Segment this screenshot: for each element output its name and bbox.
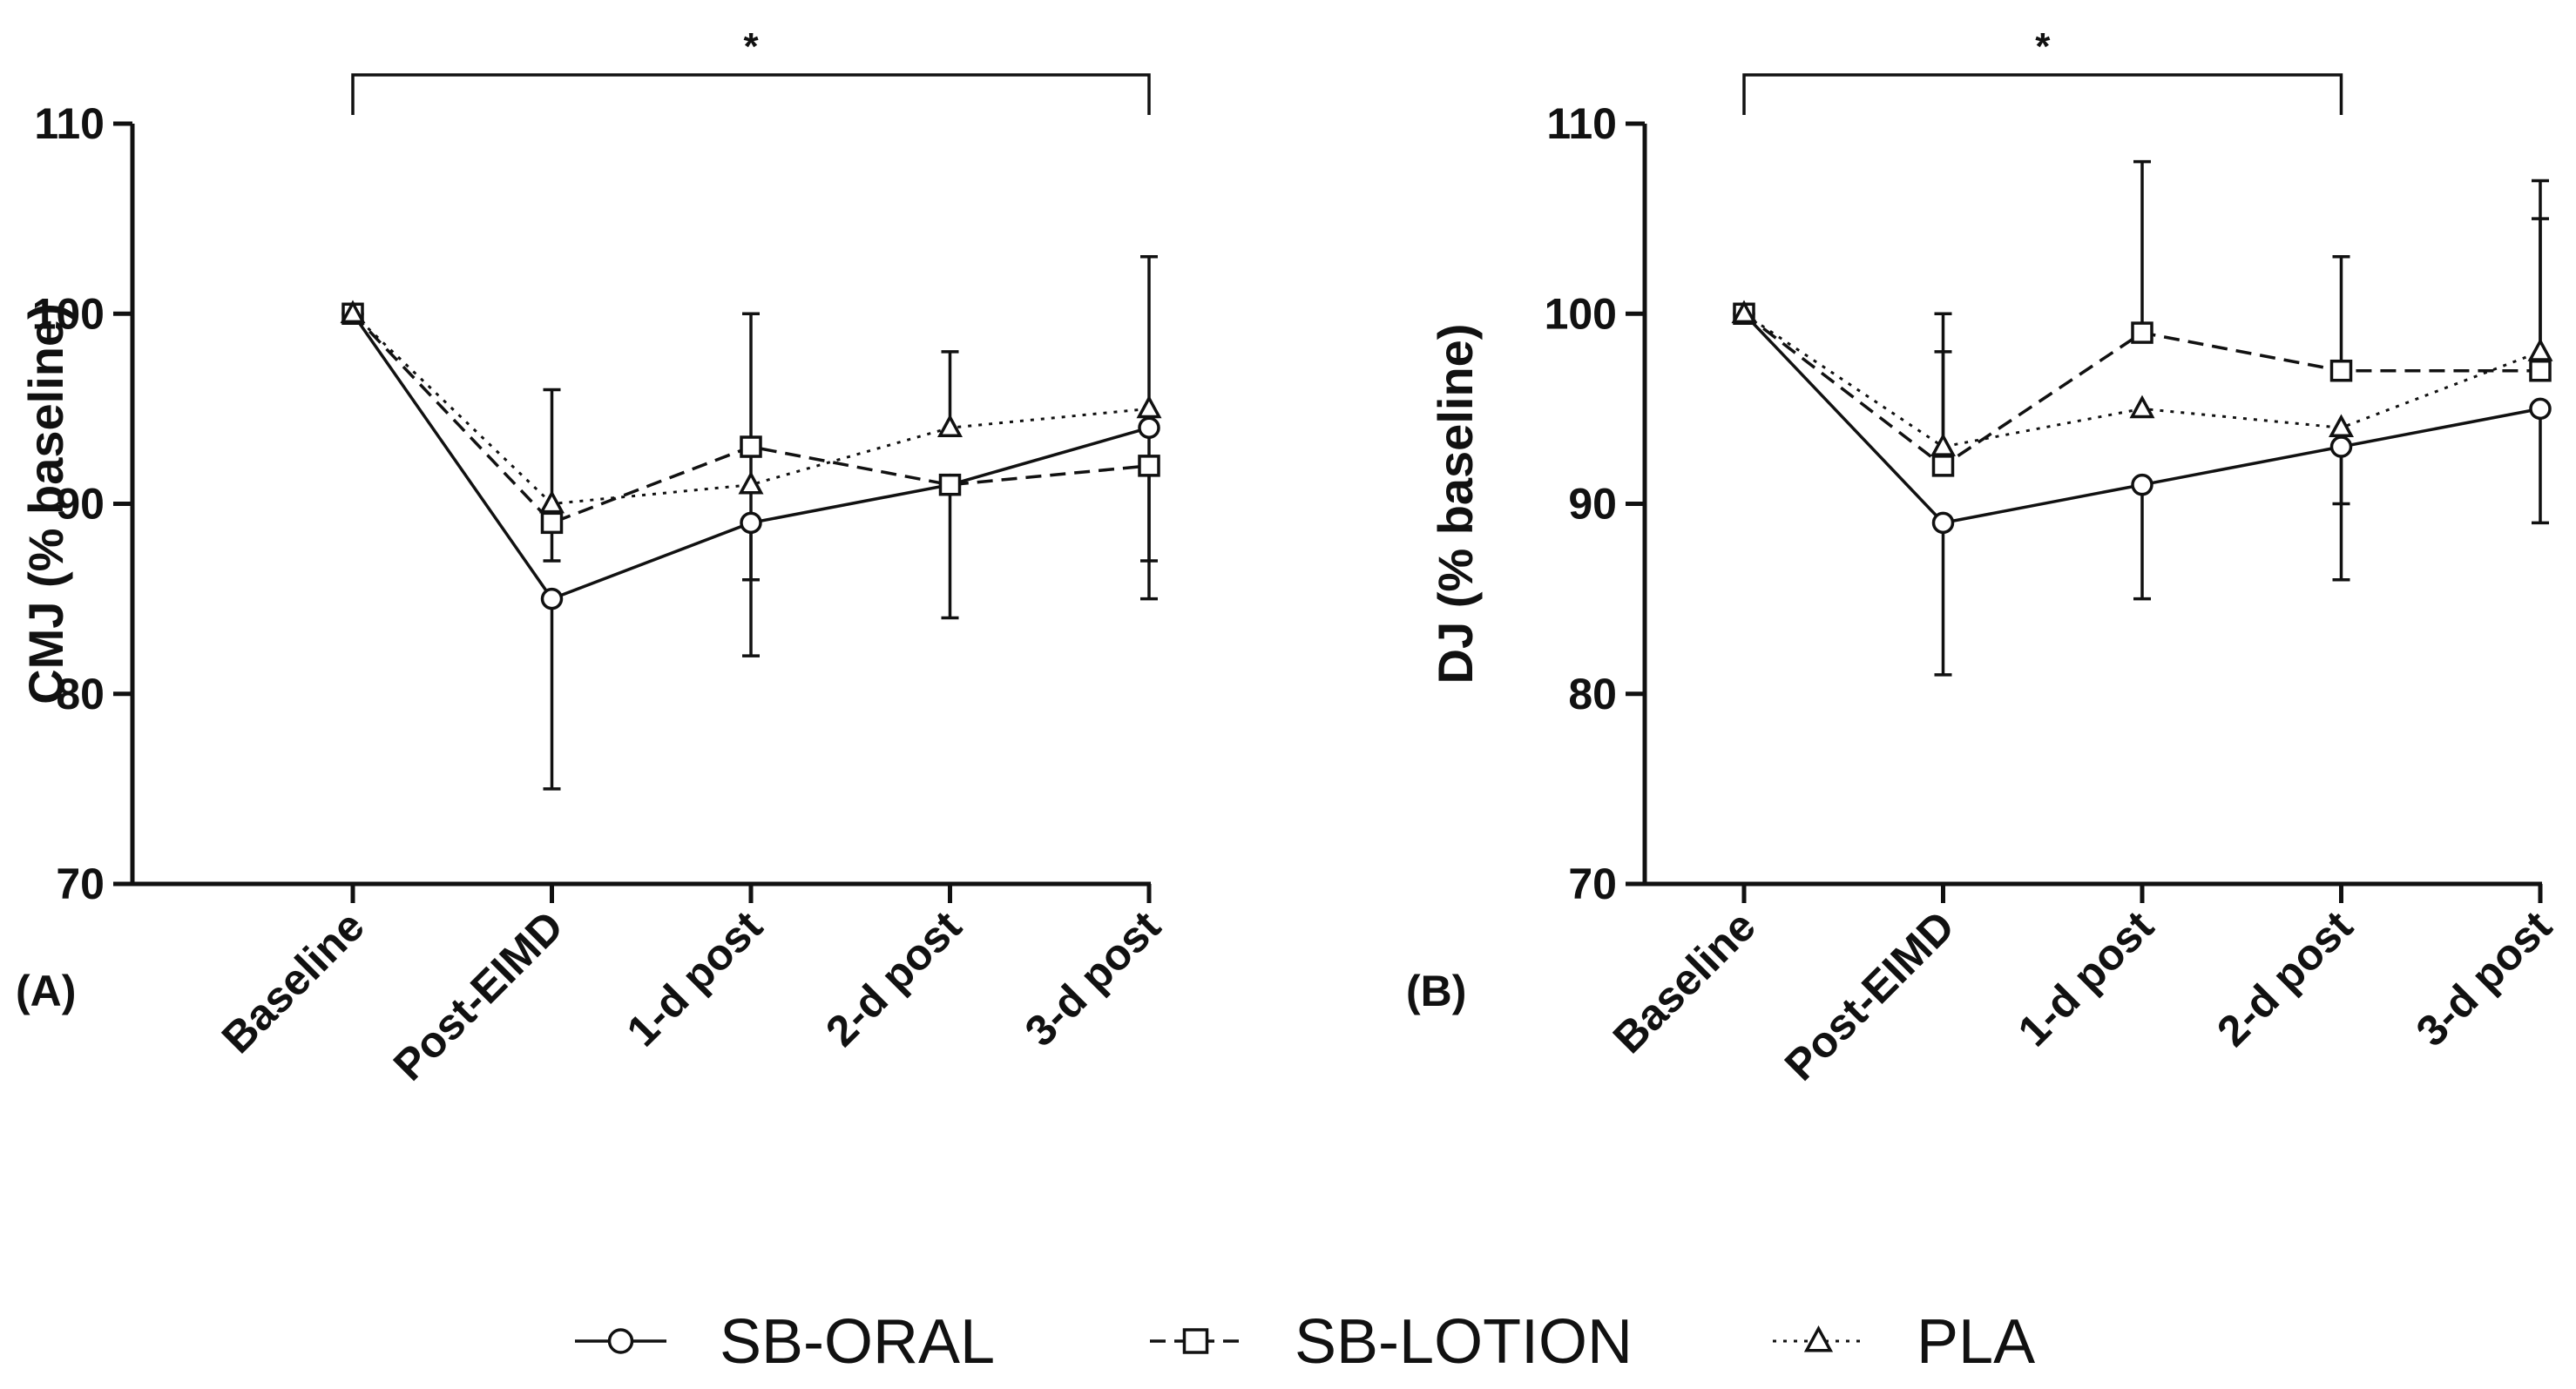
- data-point-sb-lotion: [2329, 359, 2353, 382]
- data-point-sb-lotion: [1138, 455, 1160, 477]
- data-point-pla: [2527, 338, 2553, 361]
- data-point-pla: [738, 470, 764, 495]
- y-tick-label: 90: [1568, 480, 1617, 529]
- data-point-pla: [1136, 394, 1162, 419]
- x-tick-label: 1-d post: [2009, 901, 2163, 1055]
- panel-b: 70 80 90 100 110 Baseline Post-EIMD 1-d post 2-d…: [1406, 25, 2561, 1090]
- data-point-sb-oral: [2329, 435, 2353, 458]
- x-tick-label: Baseline: [213, 901, 374, 1062]
- data-point-sb-oral: [540, 587, 564, 610]
- legend-label: SB-ORAL: [720, 1307, 995, 1377]
- data-point-sb-oral: [740, 511, 762, 535]
- x-tick-label: 1-d post: [618, 901, 772, 1055]
- y-axis-title: DJ (% baseline): [1428, 324, 1483, 684]
- legend-marker-triangle: [1803, 1325, 1834, 1352]
- data-point-sb-lotion: [1931, 455, 1955, 477]
- data-point-sb-lotion: [740, 435, 762, 458]
- significance-marker: *: [2035, 25, 2051, 68]
- panel-a: 70 80 90 100 110 Baseline Post-EIMD 1-d post 2-d…: [16, 25, 1170, 1090]
- x-tick-label: 3-d post: [2407, 901, 2561, 1055]
- y-tick-label: 80: [1568, 670, 1617, 718]
- panel-label: (A): [16, 967, 76, 1015]
- data-point-sb-lotion: [938, 473, 962, 496]
- y-tick-label: 80: [56, 670, 105, 718]
- data-point-pla: [1731, 300, 1757, 324]
- legend-marker-square: [1182, 1328, 1209, 1354]
- significance-marker: *: [743, 25, 759, 68]
- x-tick-label: 3-d post: [1016, 901, 1170, 1055]
- data-point-sb-lotion: [540, 511, 564, 535]
- legend: SB-ORAL SB-LOTION PLA: [575, 1307, 2035, 1377]
- data-point-sb-lotion: [2529, 359, 2552, 382]
- x-tick-label: Baseline: [1604, 901, 1765, 1062]
- x-tick-label: 2-d post: [816, 901, 970, 1055]
- legend-label: SB-LOTION: [1295, 1307, 1633, 1377]
- data-point-sb-oral: [2529, 397, 2552, 421]
- x-tick-label: 2-d post: [2208, 901, 2362, 1055]
- data-point-pla: [539, 489, 565, 514]
- y-tick-label: 110: [34, 99, 105, 148]
- data-point-pla: [2129, 394, 2155, 419]
- y-tick-label: 100: [1545, 289, 1617, 338]
- y-tick-label: 90: [56, 480, 105, 529]
- y-axis-title: CMJ (% baseline): [18, 303, 73, 705]
- data-point-sb-lotion: [2131, 321, 2153, 344]
- panel-label: (B): [1406, 967, 1466, 1015]
- y-tick-label: 100: [32, 289, 105, 338]
- x-tick-label: Post-EIMD: [384, 901, 572, 1089]
- legend-marker-circle: [607, 1328, 634, 1354]
- data-point-sb-oral: [1138, 416, 1160, 439]
- significance-bracket: [351, 73, 1151, 115]
- data-point-pla: [937, 414, 963, 438]
- data-point-pla: [340, 300, 366, 324]
- significance-bracket: [1742, 73, 2343, 115]
- y-tick-label: 70: [1568, 860, 1617, 908]
- y-tick-label: 70: [56, 860, 105, 908]
- legend-label: PLA: [1917, 1307, 2035, 1377]
- x-tick-label: Post-EIMD: [1775, 901, 1964, 1089]
- data-point-sb-oral: [1931, 511, 1955, 535]
- data-point-sb-oral: [2131, 473, 2153, 496]
- y-tick-label: 110: [1546, 99, 1617, 148]
- data-point-pla: [2329, 414, 2354, 438]
- data-point-pla: [1930, 433, 1956, 456]
